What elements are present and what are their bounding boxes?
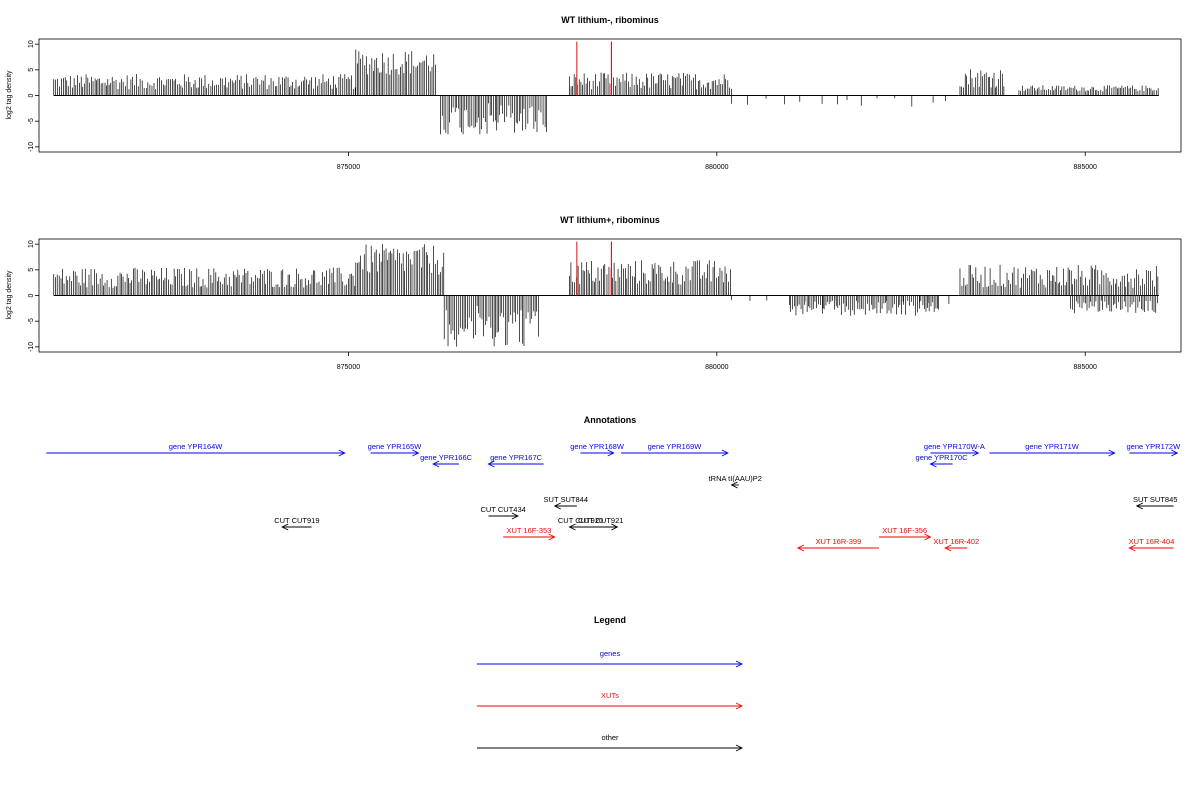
x-tick-label: 885000 — [1074, 364, 1097, 371]
x-tick-label: 885000 — [1074, 164, 1097, 171]
feature-label: CUT CUT919 — [274, 516, 319, 525]
annotation-feature: CUT CUT919 — [274, 516, 320, 531]
annotations-track: Annotations gene YPR164W gene YPR165Wgene… — [46, 415, 1182, 552]
feature-label: gene YPR172W — [1127, 442, 1182, 451]
annotation-feature: CUT CUT921 — [578, 516, 623, 531]
coverage-segment — [1070, 295, 1158, 314]
coverage-segment — [959, 264, 1159, 296]
y-tick-label: -5 — [28, 118, 35, 124]
feature-label: CUT CUT434 — [481, 505, 526, 514]
feature-label: gene YPR164W — [169, 442, 224, 451]
coverage-segment — [53, 267, 356, 296]
y-tick-label: 5 — [28, 268, 35, 272]
feature-label: gene YPR170C — [916, 453, 969, 462]
annotation-feature: tRNA tI(AAU)P2 — [709, 474, 762, 489]
annotation-feature: gene YPR172W — [1127, 442, 1182, 457]
annotation-feature: SUT SUT844 — [544, 495, 588, 510]
annotation-feature: gene YPR166C — [420, 453, 473, 468]
annotation-feature: XUT 16R-399 — [796, 537, 879, 552]
y-tick-label: -10 — [28, 142, 35, 152]
annotation-feature: gene YPR167C — [487, 453, 544, 468]
coverage-segment — [569, 260, 731, 296]
annotation-feature: gene YPR164W — [46, 442, 346, 457]
annotation-features: gene YPR164W gene YPR165W gene YPR166C gene… — [46, 442, 1182, 552]
coverage-segment — [959, 69, 1005, 96]
feature-label: gene YPR171W — [1025, 442, 1080, 451]
y-axis-label: log2 tag density — [6, 270, 13, 320]
coverage-segment — [790, 295, 938, 316]
annotation-feature: XUT 16R-404 — [1128, 537, 1175, 552]
coverage-segment — [53, 73, 356, 96]
y-tick-label: 10 — [28, 40, 35, 48]
annotation-feature: gene YPR171W — [989, 442, 1116, 457]
coverage-segment — [440, 95, 547, 135]
coverage-segment — [355, 244, 445, 296]
annotation-feature: CUT CUT434 — [481, 505, 526, 520]
y-tick-label: -10 — [28, 342, 35, 352]
feature-label: gene YPR168W — [570, 442, 625, 451]
feature-label: XUT 16R-402 — [933, 537, 979, 546]
red-markers — [576, 241, 612, 296]
coverage-panel-lithium-minus: WT lithium-, ribominus log2 tag density … — [6, 15, 1182, 171]
feature-label: SUT SUT845 — [1133, 495, 1177, 504]
y-tick-label: 0 — [28, 293, 35, 297]
x-tick-label: 875000 — [337, 164, 360, 171]
legend-item: other — [477, 733, 744, 752]
y-tick-label: -5 — [28, 318, 35, 324]
legend-title: Legend — [594, 615, 626, 625]
x-tick-label: 875000 — [337, 364, 360, 371]
y-axis: 10 5 0 -5 -10 — [28, 240, 39, 352]
feature-label: XUT 16F-353 — [507, 526, 552, 535]
x-axis: 875000 880000 885000 — [337, 152, 1097, 171]
legend-label: other — [601, 733, 619, 742]
y-tick-label: 5 — [28, 68, 35, 72]
feature-label: XUT 16R-404 — [1129, 537, 1175, 546]
feature-label: gene YPR166C — [420, 453, 473, 462]
feature-label: tRNA tI(AAU)P2 — [709, 474, 762, 483]
feature-label: XUT 16R-399 — [816, 537, 862, 546]
coverage-panel-lithium-plus: WT lithium+, ribominus log2 tag density … — [6, 215, 1182, 371]
feature-label: gene YPR167C — [490, 453, 543, 462]
x-axis: 875000 880000 885000 — [337, 352, 1097, 371]
y-axis: 10 5 0 -5 -10 — [28, 40, 39, 152]
annotations-title: Annotations — [584, 415, 637, 425]
feature-label: gene YPR169W — [648, 442, 703, 451]
feature-label: gene YPR165W — [368, 442, 423, 451]
legend-label: XUTs — [601, 691, 619, 700]
legend-item: XUTs — [477, 691, 744, 710]
panel-title: WT lithium+, ribominus — [560, 215, 660, 225]
legend: Legend genes XUTs other — [477, 615, 744, 752]
x-tick-label: 880000 — [705, 164, 728, 171]
coverage-bars — [53, 49, 1159, 135]
x-tick-label: 880000 — [705, 364, 728, 371]
y-axis-label: log2 tag density — [6, 70, 13, 120]
annotation-feature: XUT 16F-353 — [503, 526, 556, 541]
annotation-feature: gene YPR168W — [570, 442, 625, 457]
annotation-feature: gene YPR170W-A — [924, 442, 985, 457]
coverage-segment — [1018, 85, 1159, 96]
coverage-segment — [569, 72, 732, 96]
y-tick-label: 10 — [28, 240, 35, 248]
annotation-feature: gene YPR165W — [368, 442, 423, 457]
coverage-segment — [443, 295, 539, 347]
annotation-feature: SUT SUT845 — [1133, 495, 1177, 510]
legend-item: genes — [477, 649, 744, 668]
annotation-feature: XUT 16F-356 — [878, 526, 932, 541]
annotation-feature: gene YPR170C — [916, 453, 969, 468]
annotation-feature: gene YPR169W — [621, 442, 729, 457]
feature-label: SUT SUT844 — [544, 495, 588, 504]
red-markers — [576, 41, 612, 96]
feature-label: XUT 16F-356 — [882, 526, 927, 535]
annotation-feature: XUT 16R-402 — [933, 537, 979, 552]
coverage-bars — [53, 244, 1159, 347]
panel-title: WT lithium-, ribominus — [561, 15, 659, 25]
legend-items: genes XUTs other — [477, 649, 744, 752]
feature-label: CUT CUT920 — [558, 516, 603, 525]
feature-label: gene YPR170W-A — [924, 442, 985, 451]
y-tick-label: 0 — [28, 93, 35, 97]
legend-label: genes — [600, 649, 621, 658]
feature-label: CUT CUT921 — [578, 516, 623, 525]
coverage-segment — [355, 49, 436, 96]
